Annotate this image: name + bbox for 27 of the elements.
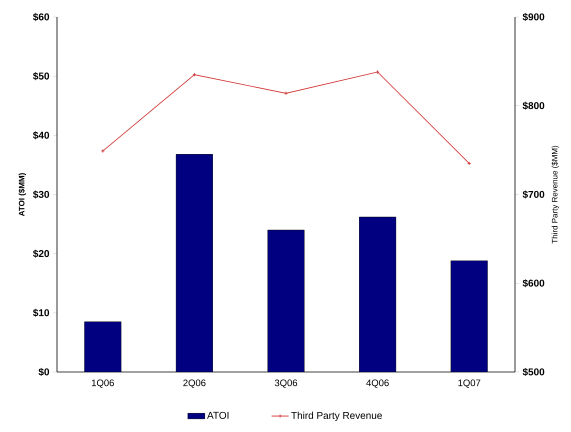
y2-tick-label: $600 (522, 279, 544, 288)
y-tick-label: $50 (33, 72, 50, 80)
x-tick-label: 2Q06 (183, 380, 206, 388)
bar (359, 216, 396, 372)
legend-label: ATOI (207, 412, 228, 419)
x-tick-label: 1Q06 (92, 380, 114, 388)
y-tick-label: $20 (33, 250, 50, 258)
x-tick-label: 4Q06 (366, 380, 389, 388)
y2-tick-label: $500 (522, 368, 544, 376)
legend-label: Third Party Revenue (291, 412, 382, 421)
y2-tick-label: $700 (522, 190, 544, 199)
bar (450, 260, 488, 372)
y-tick-label: $0 (38, 368, 50, 376)
point (284, 91, 288, 96)
x-tick-label: 1Q07 (458, 380, 480, 388)
bar (84, 322, 122, 372)
y-tick-label: $10 (33, 308, 50, 317)
bar (176, 154, 213, 372)
x-tick-label: 3Q06 (274, 380, 298, 388)
y-tick-label: $60 (33, 12, 50, 22)
y-tick-label: $40 (33, 131, 50, 140)
point (192, 72, 196, 77)
y-tick-label: $30 (33, 190, 50, 199)
bar (267, 230, 305, 372)
y2-tick-label: $900 (522, 12, 544, 22)
y2-tick-label: $800 (522, 102, 544, 110)
point (376, 70, 380, 74)
